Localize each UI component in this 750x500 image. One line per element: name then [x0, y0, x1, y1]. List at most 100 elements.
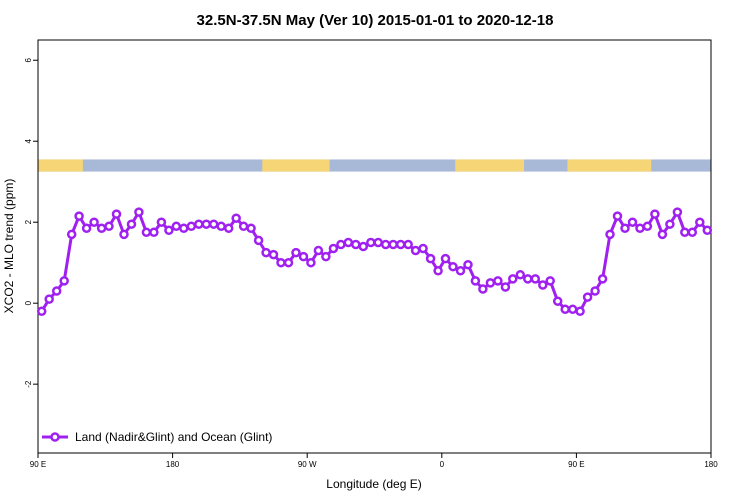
data-point [380, 239, 391, 250]
data-point [373, 237, 383, 248]
data-point [111, 209, 122, 219]
y-tick-label-2: 2 [24, 219, 33, 224]
data-point [433, 266, 443, 276]
land-segment-1 [262, 159, 330, 172]
data-point [523, 274, 533, 284]
data-point [590, 286, 600, 296]
data-point [306, 257, 316, 268]
data-point [268, 249, 279, 260]
data-point [81, 223, 92, 234]
data-point [627, 217, 638, 227]
data-point [283, 257, 294, 268]
data-point [171, 221, 182, 232]
data-point [96, 223, 107, 234]
ocean-band [38, 159, 711, 172]
data-point [418, 243, 428, 254]
legend-marker [50, 432, 60, 442]
data-point [66, 229, 77, 240]
series-line-0 [40, 210, 709, 313]
data-point [156, 217, 167, 227]
data-point [538, 280, 548, 290]
data-point [89, 217, 99, 227]
data-point [582, 292, 593, 302]
data-point [508, 274, 518, 284]
y-tick-label-1: 0 [24, 300, 33, 305]
axis-ticks: 90 E 180 90 W 0 90 E 180 -2 0 2 4 6 [24, 57, 718, 469]
data-point [478, 284, 488, 294]
land-segment-0 [38, 159, 83, 172]
data-point [276, 257, 286, 268]
data-point [358, 241, 369, 252]
legend: Land (Nadir&Glint) and Ocean (Glint) [42, 430, 272, 444]
data-point [680, 227, 690, 238]
data-point [642, 221, 653, 232]
data-point [36, 306, 47, 317]
x-tick-label-0: 90 E [30, 460, 46, 469]
data-point [149, 227, 159, 238]
data-point [612, 211, 623, 221]
data-point [351, 239, 361, 250]
series-group [36, 207, 713, 317]
data-point [605, 229, 615, 240]
data-point [246, 223, 256, 234]
data-point [321, 251, 331, 262]
data-point [440, 253, 451, 264]
x-tick-label-3: 0 [440, 460, 445, 469]
data-point [560, 304, 570, 315]
data-point [201, 219, 212, 229]
legend-label: Land (Nadir&Glint) and Ocean (Glint) [75, 430, 272, 444]
data-point [395, 239, 406, 250]
data-point [261, 247, 271, 258]
data-point [298, 251, 309, 262]
data-point [687, 227, 698, 238]
data-point [238, 221, 249, 232]
data-point [291, 247, 301, 258]
data-point [567, 304, 578, 315]
data-point [448, 261, 458, 272]
data-point [134, 207, 144, 217]
data-point [104, 221, 114, 232]
data-point [425, 253, 436, 264]
data-point [343, 237, 354, 248]
data-point [702, 225, 713, 236]
data-point [695, 217, 705, 227]
data-point [253, 235, 264, 246]
data-point [336, 239, 346, 250]
data-point [530, 274, 541, 284]
data-point [665, 219, 675, 229]
y-tick-label-3: 4 [24, 138, 33, 143]
data-point [485, 278, 496, 288]
data-point [141, 227, 152, 238]
y-tick-label-4: 6 [24, 57, 33, 62]
plot-frame [37, 39, 712, 454]
data-point [575, 306, 585, 317]
data-point [455, 266, 466, 276]
data-point [208, 219, 219, 229]
data-point [216, 221, 226, 232]
data-point [44, 294, 54, 304]
data-point [410, 245, 421, 256]
data-point [366, 237, 376, 248]
land-segment-4 [622, 159, 652, 172]
data-point [59, 276, 69, 286]
data-point [500, 282, 511, 292]
y-tick-label-0: -2 [24, 380, 33, 388]
x-tick-label-2: 90 W [298, 460, 317, 469]
data-point [119, 229, 129, 240]
data-point [635, 223, 645, 234]
data-point [657, 229, 668, 240]
data-point [223, 223, 234, 234]
data-point [186, 221, 197, 232]
data-point [620, 223, 630, 234]
data-point [545, 276, 555, 286]
data-point [313, 245, 324, 256]
data-point [515, 270, 526, 280]
land-segment-2 [455, 159, 525, 172]
data-point [552, 296, 563, 306]
data-point [194, 219, 204, 229]
data-point [328, 243, 339, 254]
y-axis-label: XCO2 - MLO trend (ppm) [2, 179, 16, 314]
data-point [650, 209, 660, 219]
data-point [470, 276, 481, 286]
data-point [231, 213, 241, 223]
